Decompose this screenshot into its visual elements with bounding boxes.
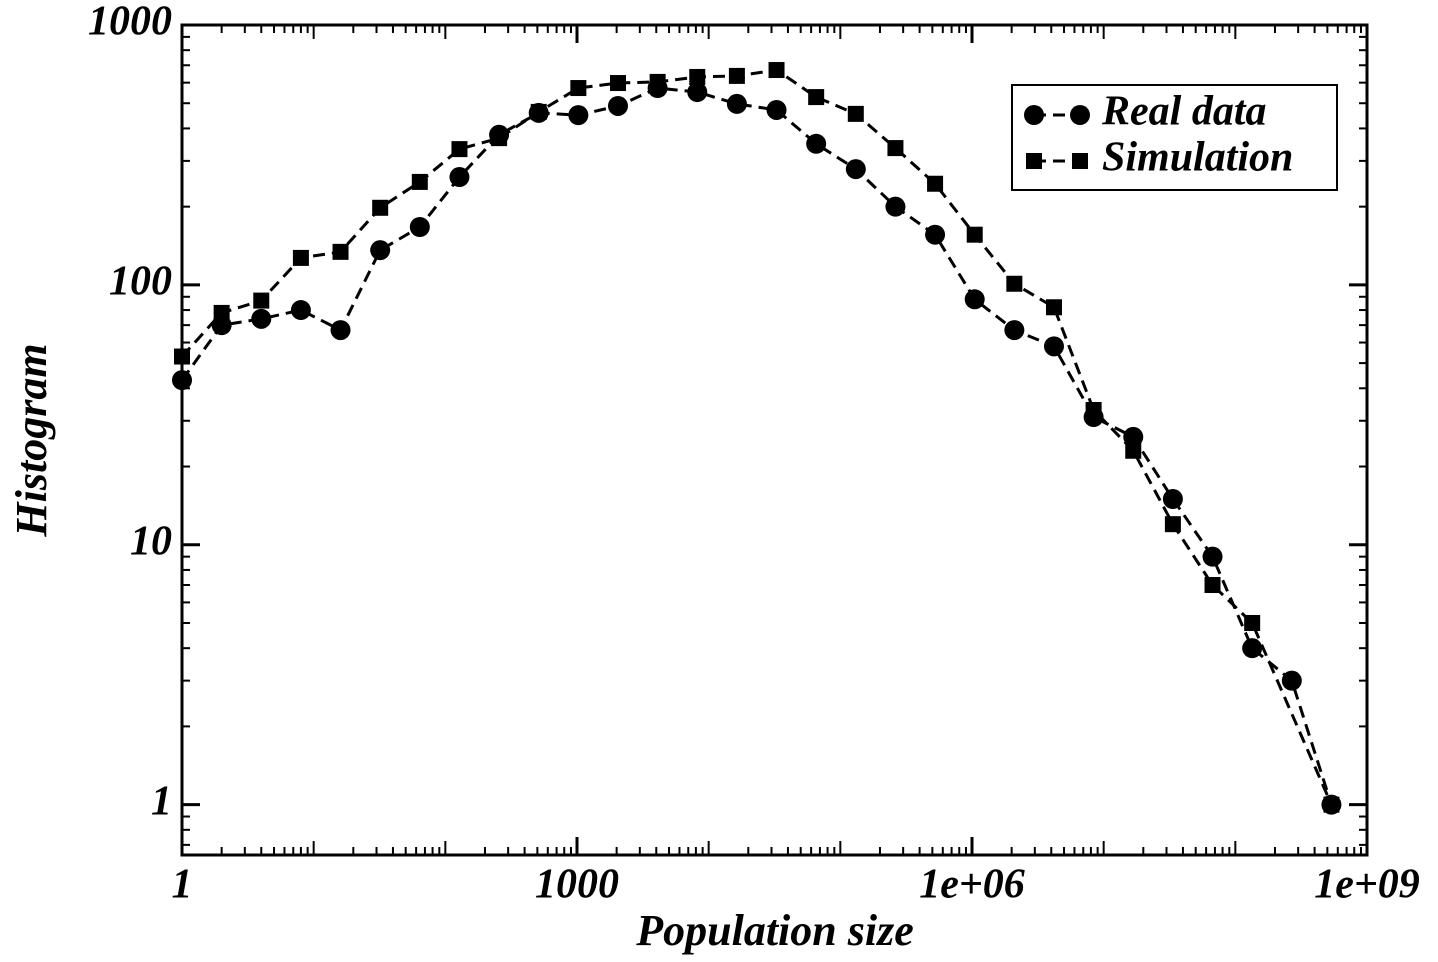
marker xyxy=(172,370,192,391)
legend-marker xyxy=(1070,105,1090,125)
series-line xyxy=(180,86,1333,806)
marker xyxy=(451,141,468,158)
marker xyxy=(887,140,904,157)
marker xyxy=(609,75,626,92)
marker xyxy=(1204,577,1221,594)
marker xyxy=(1323,796,1340,813)
marker xyxy=(1281,670,1302,691)
marker xyxy=(845,159,866,180)
plot-frame xyxy=(180,23,1369,857)
marker xyxy=(1123,426,1144,447)
marker xyxy=(290,300,311,321)
y-tick-label: 100 xyxy=(109,259,172,305)
marker xyxy=(1045,299,1062,316)
legend-marker xyxy=(1026,153,1042,169)
marker xyxy=(649,73,666,90)
marker xyxy=(568,105,589,126)
marker xyxy=(213,304,230,321)
marker xyxy=(251,308,272,329)
y-tick-label: 1 xyxy=(151,778,172,824)
marker xyxy=(806,133,827,154)
x-tick-label: 1000 xyxy=(535,862,619,908)
marker xyxy=(966,226,983,243)
marker xyxy=(689,68,706,85)
marker xyxy=(449,167,470,188)
marker xyxy=(847,105,864,122)
marker xyxy=(1085,402,1102,419)
marker xyxy=(570,80,587,97)
marker xyxy=(1244,614,1261,631)
legend-marker xyxy=(1024,105,1044,125)
marker xyxy=(370,240,391,261)
legend-label: Simulation xyxy=(1102,135,1293,181)
y-tick-label: 10 xyxy=(130,518,172,564)
marker xyxy=(726,93,747,114)
marker xyxy=(409,216,430,237)
marker xyxy=(330,320,351,341)
marker xyxy=(1043,336,1064,357)
y-axis-label: Histogram xyxy=(7,343,56,537)
marker xyxy=(925,224,946,245)
legend-box xyxy=(1011,84,1338,191)
marker xyxy=(292,249,309,266)
marker xyxy=(1162,488,1183,509)
marker xyxy=(766,99,787,120)
legend-marker xyxy=(1072,153,1088,169)
marker xyxy=(728,67,745,84)
marker xyxy=(808,89,825,106)
marker xyxy=(411,173,428,190)
legend-label: Real data xyxy=(1101,89,1267,135)
marker xyxy=(1125,442,1142,459)
marker xyxy=(687,82,708,103)
marker xyxy=(1242,638,1263,659)
marker xyxy=(491,130,508,147)
x-tick-label: 1 xyxy=(172,862,193,908)
x-tick-label: 1e+06 xyxy=(919,862,1025,908)
marker xyxy=(1164,516,1181,533)
marker xyxy=(1006,275,1023,292)
marker xyxy=(1202,546,1223,567)
marker xyxy=(607,95,628,116)
marker xyxy=(372,199,389,216)
marker xyxy=(885,196,906,217)
marker xyxy=(174,348,190,365)
marker xyxy=(530,103,547,120)
marker xyxy=(253,292,270,309)
marker xyxy=(1004,320,1025,341)
marker xyxy=(964,289,985,310)
x-tick-label: 1e+09 xyxy=(1314,862,1420,908)
y-tick-label: 1000 xyxy=(88,0,172,45)
marker xyxy=(927,175,944,192)
x-axis-label: Population size xyxy=(635,906,914,955)
marker xyxy=(768,62,785,79)
marker xyxy=(332,243,349,260)
